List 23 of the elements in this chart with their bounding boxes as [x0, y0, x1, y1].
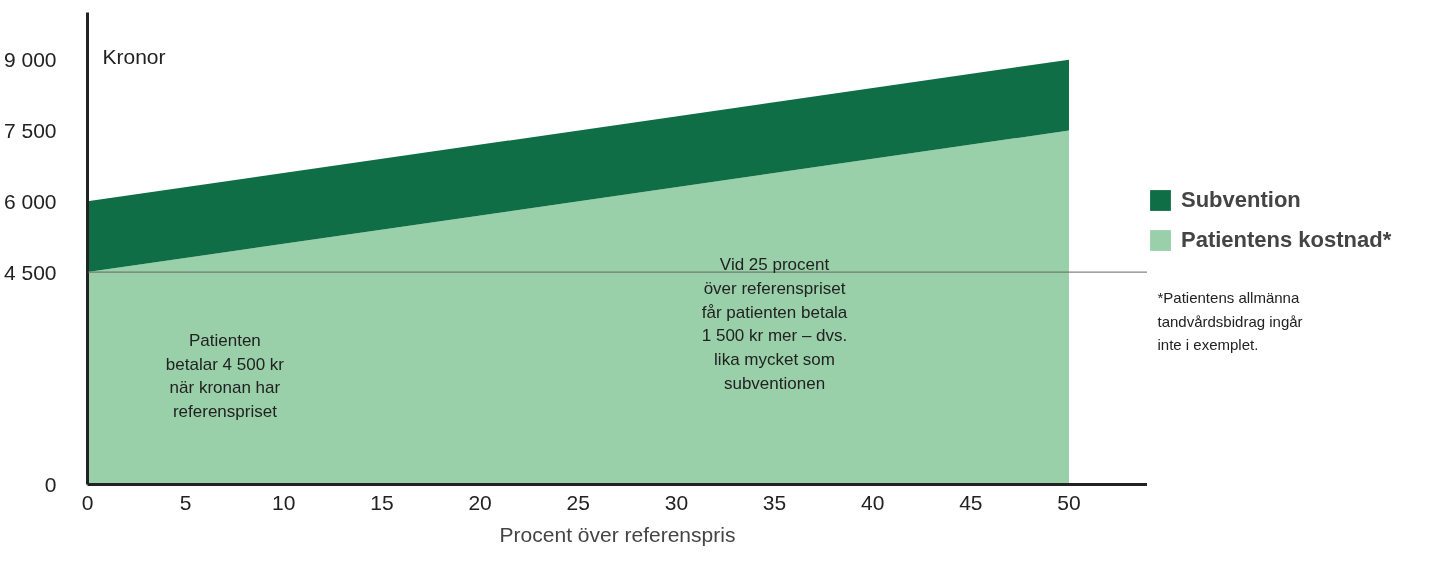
x-tick-label: 15 [370, 490, 394, 514]
legend-label: Subvention [1181, 187, 1301, 213]
x-tick-label: 30 [664, 490, 689, 514]
x-tick-label: 5 [179, 490, 192, 514]
y-tick-label: 6 000 [3, 189, 57, 213]
x-tick-label: 25 [566, 490, 590, 514]
legend-label: Patientens kostnad* [1181, 227, 1392, 253]
annotation: Patienten betalar 4 500 kr när kronan har referenspriset [165, 330, 285, 422]
text: *Patientens allmänna tandvårdsbidrag ingår inte i exemplet. [1157, 288, 1303, 354]
y-tick-label: 4 500 [3, 260, 57, 284]
x-tick-label: 10 [272, 490, 296, 514]
x-tick-label: 50 [1057, 490, 1081, 514]
y-tick-label: 0 [44, 473, 57, 496]
x-tick-label: 0 [81, 490, 94, 514]
y-tick-label: 7 500 [3, 119, 57, 142]
x-tick-label: 35 [762, 490, 787, 514]
y-tick-label: 9 000 [3, 48, 57, 72]
annotation: Vid 25 procent över referenspriset får patienten betala 1 500 kr mer – dvs. lika mycket som subventionen [701, 255, 848, 393]
x-tick-label: 45 [959, 490, 983, 514]
x-axis-title: Procent över referenspris [499, 522, 736, 546]
x-tick-label: 40 [861, 490, 885, 514]
x-tick-label: 20 [468, 490, 492, 514]
y-axis-title: Kronor [102, 44, 166, 68]
